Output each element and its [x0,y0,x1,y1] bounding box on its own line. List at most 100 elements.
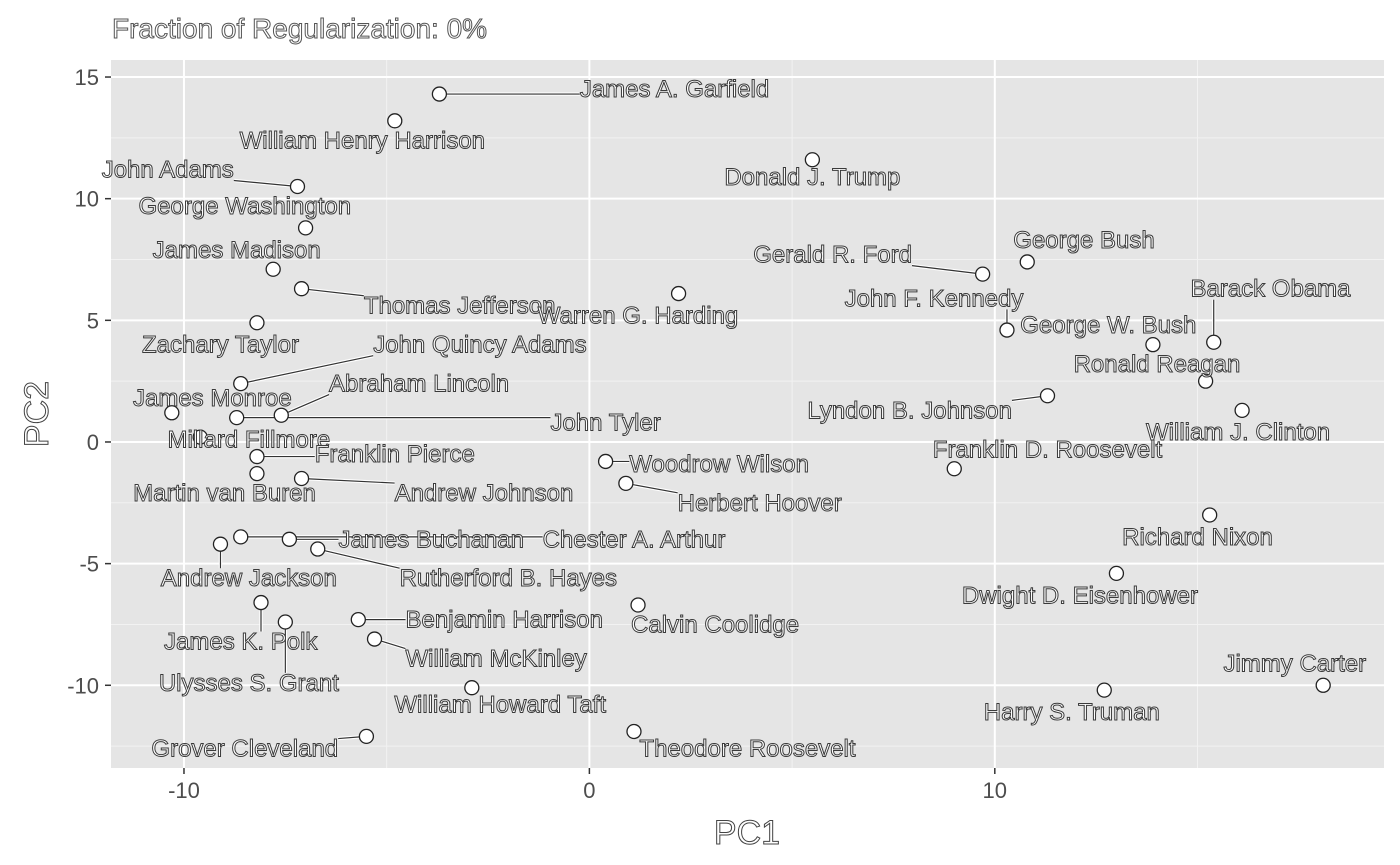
data-point [1202,507,1218,523]
point-label: William Howard Taft [394,692,606,719]
y-tick-label: 10 [75,187,99,212]
point-label: George Washington [138,193,351,220]
point-label: John Tyler [550,410,660,437]
point-label: James Buchanan [339,526,524,553]
point-label: Martin van Buren [133,480,316,507]
data-point [350,611,366,628]
data-point [1145,337,1161,353]
data-point [249,465,265,482]
y-tick-label: 5 [87,308,99,333]
y-tick-label: -5 [79,552,99,577]
point-label: Theodore Roosevelt [639,736,855,763]
data-point [670,285,687,302]
data-point [1197,373,1214,389]
point-label: William J. Clinton [1146,419,1330,446]
leader-line [301,477,395,484]
point-label: William McKinley [405,646,586,673]
point-label: Harry S. Truman [984,699,1160,726]
data-point [1315,677,1331,693]
point-label: Zachary Taylor [142,332,299,359]
x-axis-title: PC1 [714,814,780,852]
point-label: Dwight D. Eisenhower [962,582,1198,609]
data-point [1096,682,1112,698]
plot-panel [111,60,1384,768]
point-label: Franklin Pierce [315,441,475,468]
data-point [253,594,269,611]
leader-line [625,482,678,494]
data-point [164,405,180,421]
data-point [229,409,245,426]
data-point [233,529,249,545]
point-label: James K. Polk [164,628,318,655]
point-label: James Madison [153,237,321,264]
x-tick-label: 0 [583,778,595,803]
point-label: John Quincy Adams [373,332,586,359]
data-point [366,631,383,647]
leader-line [911,265,983,275]
data-point [249,315,265,331]
leader-line [317,548,400,569]
data-points [164,86,1331,745]
point-label: John F. Kennedy [845,285,1024,312]
data-point [387,113,403,129]
point-label: Abraham Lincoln [329,371,509,398]
point-label: Jimmy Carter [1223,650,1366,677]
data-point [249,448,265,465]
grid-lines [111,60,1384,768]
point-label: Woodrow Wilson [629,451,809,478]
point-label: Chester A. Arthur [543,526,726,553]
data-point [1019,254,1035,270]
data-point [293,281,310,297]
point-label: Ulysses S. Grant [159,670,339,697]
data-point [597,453,614,470]
x-tick-label: -10 [168,778,200,803]
data-point [212,536,229,552]
point-label: Ronald Reagan [1074,351,1241,378]
data-point [265,261,281,277]
leader-line [240,355,374,385]
data-point [358,728,375,745]
point-label: Thomas Jefferson [364,293,556,320]
data-point [273,407,289,423]
point-label: Warren G. Harding [538,302,739,329]
data-point [233,375,249,392]
point-label: Benjamin Harrison [406,607,603,634]
point-label: Franklin D. Roosevelt [933,436,1163,463]
x-tick-label: 10 [983,778,1007,803]
data-point [289,178,306,195]
point-label: George Bush [1013,227,1154,254]
y-axis-title: PC2 [18,381,56,447]
point-label: James A. Garfield [580,76,769,103]
y-tick-label: 15 [75,65,99,90]
chart-title: Fraction of Regularization: 0% [112,13,487,44]
axes: -10 0 10 -10 -5 0 5 10 15 [67,65,1007,803]
point-label: John Adams [102,156,234,183]
data-point [1234,402,1250,419]
point-label: Richard Nixon [1122,524,1273,551]
point-label: Rutherford B. Hayes [400,565,617,592]
data-point [431,86,448,102]
data-point [946,461,962,477]
point-label: Herbert Hoover [678,490,842,517]
leader-line [233,179,298,188]
point-label: Andrew Johnson [395,480,574,507]
point-label: Calvin Coolidge [631,611,799,638]
data-point [192,429,208,445]
point-label: Grover Cleveland [151,736,338,763]
data-point [281,531,298,547]
point-label: William Henry Harrison [240,127,485,154]
point-label: Lyndon B. Johnson [807,397,1012,424]
point-label: George W. Bush [1020,312,1196,339]
point-label: Donald J. Trump [724,164,900,191]
data-point [464,680,480,696]
data-point [974,266,991,282]
point-label: James Monroe [133,385,292,412]
data-point [297,220,314,236]
leader-line [301,288,364,297]
data-point [1206,334,1222,350]
data-point [999,322,1015,338]
data-point [626,723,642,740]
point-label: Andrew Jackson [161,565,337,592]
point-label: Gerald R. Ford [753,242,912,269]
